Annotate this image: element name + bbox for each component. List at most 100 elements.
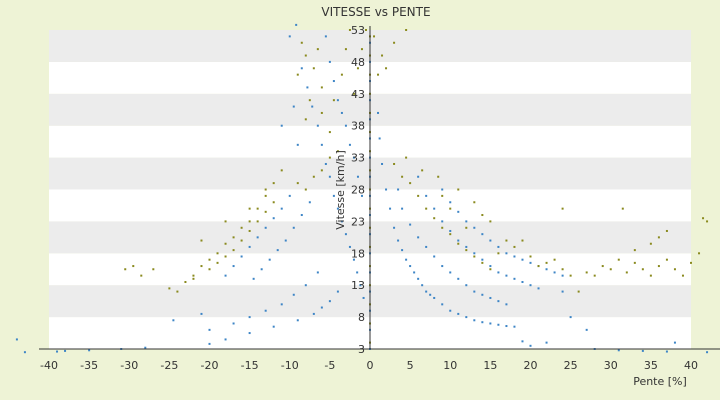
data-point-olive (200, 265, 203, 268)
data-point-blue (457, 210, 460, 213)
data-point-olive (649, 242, 652, 245)
data-point-blue (706, 351, 709, 354)
data-point-blue (641, 349, 644, 352)
data-point-blue (248, 332, 251, 335)
data-point-blue (324, 162, 327, 165)
data-point-blue (296, 319, 299, 322)
data-point-blue (521, 258, 524, 261)
data-point-olive (208, 268, 211, 271)
data-point-blue (401, 249, 404, 252)
x-tick-label: -10 (281, 359, 299, 372)
data-point-blue (413, 271, 416, 274)
data-point-blue (449, 309, 452, 312)
data-point-blue (505, 325, 508, 328)
data-point-blue (421, 284, 424, 287)
data-point-blue (561, 290, 564, 293)
y-tick-label: 3 (358, 343, 365, 356)
y-tick-label: 38 (351, 120, 365, 133)
data-point-blue (553, 271, 556, 274)
data-point-olive (248, 207, 251, 210)
x-tick-label: -30 (120, 359, 138, 372)
data-point-olive (561, 268, 564, 271)
data-point-blue (473, 252, 476, 255)
data-point-blue (272, 325, 275, 328)
data-point-blue (348, 143, 351, 146)
data-point-blue (248, 245, 251, 248)
data-point-olive (320, 111, 323, 114)
data-point-olive (553, 258, 556, 261)
data-point-blue (264, 226, 267, 229)
y-axis-label: Vitesse [km/h] (334, 150, 347, 230)
data-point-blue (300, 67, 303, 70)
data-point-blue (497, 323, 500, 326)
data-point-blue (545, 268, 548, 271)
data-point-olive (344, 48, 347, 51)
data-point-blue (617, 349, 620, 352)
data-point-blue (352, 258, 355, 261)
data-point-blue (465, 220, 468, 223)
data-point-olive (300, 41, 303, 44)
data-point-olive (706, 220, 709, 223)
data-point-blue (288, 194, 291, 197)
data-point-olive (272, 201, 275, 204)
data-point-olive (168, 287, 171, 290)
y-tick-label: 43 (351, 88, 365, 101)
data-point-olive (316, 48, 319, 51)
data-point-olive (585, 271, 588, 274)
data-point-blue (272, 217, 275, 220)
data-point-olive (248, 220, 251, 223)
data-point-olive (577, 290, 580, 293)
data-point-blue (457, 239, 460, 242)
data-point-olive (417, 194, 420, 197)
data-point-olive (356, 67, 359, 70)
data-point-olive (256, 207, 259, 210)
data-point-blue (316, 124, 319, 127)
data-point-blue (441, 303, 444, 306)
data-point-blue (409, 223, 412, 226)
data-point-blue (15, 338, 18, 341)
data-point-olive (348, 29, 351, 31)
data-point-olive (360, 48, 363, 51)
data-point-olive (312, 67, 315, 70)
data-point-blue (433, 255, 436, 258)
data-point-blue (352, 156, 355, 159)
data-point-blue (336, 290, 339, 293)
x-tick-label: 5 (407, 359, 414, 372)
data-point-olive (489, 220, 492, 223)
data-point-olive (421, 169, 424, 172)
data-point-olive (465, 226, 468, 229)
data-point-blue (295, 23, 298, 26)
data-point-olive (320, 86, 323, 89)
y-tick-label: 18 (351, 247, 365, 260)
data-point-olive (332, 99, 335, 102)
data-point-olive (240, 239, 243, 242)
data-point-olive (224, 242, 227, 245)
data-point-blue (252, 277, 255, 280)
data-point-blue (497, 300, 500, 303)
data-point-blue (425, 290, 428, 293)
data-point-olive (340, 73, 343, 76)
x-tick-label: 35 (644, 359, 658, 372)
data-point-blue (276, 249, 279, 252)
data-point-olive (481, 214, 484, 217)
data-point-blue (312, 312, 315, 315)
data-point-blue (344, 124, 347, 127)
data-point-blue (308, 201, 311, 204)
data-point-olive (521, 239, 524, 242)
data-point-blue (505, 252, 508, 255)
data-point-blue (232, 265, 235, 268)
data-point-olive (308, 99, 311, 102)
data-point-blue (320, 306, 323, 309)
x-tick-label: 40 (684, 359, 698, 372)
data-point-blue (292, 293, 295, 296)
data-point-olive (176, 290, 179, 293)
data-point-blue (280, 303, 283, 306)
data-point-blue (328, 60, 331, 63)
data-point-olive (296, 182, 299, 185)
data-point-olive (320, 169, 323, 172)
data-point-olive (473, 201, 476, 204)
data-point-olive (665, 229, 668, 232)
data-point-blue (425, 245, 428, 248)
data-point-olive (393, 41, 396, 44)
